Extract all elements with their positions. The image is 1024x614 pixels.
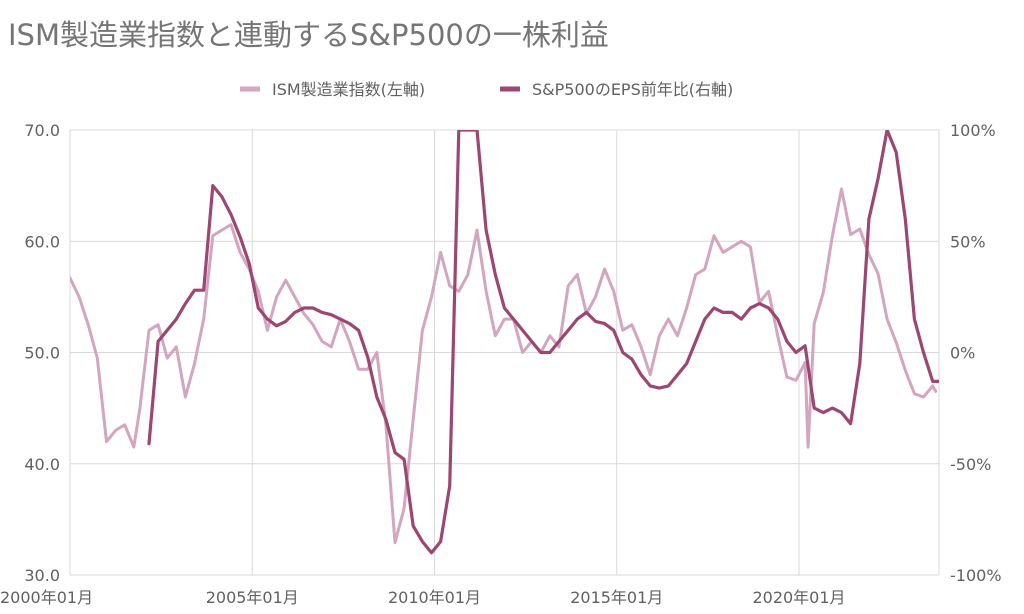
y-right-tick-label: -100% [950, 566, 1002, 585]
x-tick-label: 2000年01月 [0, 588, 93, 607]
y-right-tick-label: -50% [950, 455, 991, 474]
y-left-tick-label: 40.0 [24, 455, 60, 474]
gridlines [69, 129, 940, 576]
x-tick-label: 2020年01月 [752, 588, 845, 607]
y-left-tick-label: 30.0 [24, 566, 60, 585]
x-tick-label: 2010年01月 [388, 588, 481, 607]
series-lines [70, 130, 939, 555]
legend-label-eps: S&P500のEPS前年比(右軸) [532, 80, 733, 99]
y-left-tick-label: 50.0 [24, 344, 60, 363]
legend-label-ism: ISM製造業指数(左軸) [272, 80, 425, 99]
series-line-eps [147, 130, 939, 555]
x-tick-label: 2015年01月 [570, 588, 663, 607]
chart-title: ISM製造業指数と連動するS&P500の一株利益 [8, 18, 609, 52]
y-right-tick-label: 50% [950, 232, 986, 251]
legend: ISM製造業指数(左軸) S&P500のEPS前年比(右軸) [240, 80, 733, 99]
y-left-tick-label: 70.0 [24, 121, 60, 140]
y-right-tick-label: 100% [950, 121, 996, 140]
y-left-tick-label: 60.0 [24, 232, 60, 251]
y-right-tick-label: 0% [950, 344, 975, 363]
series-line-ism [70, 187, 938, 545]
x-tick-label: 2005年01月 [206, 588, 299, 607]
axis-ticks: 30.0 40.0 50.0 60.0 70.0 -100% -50% 0% 50% 100% 20… [0, 121, 1002, 607]
